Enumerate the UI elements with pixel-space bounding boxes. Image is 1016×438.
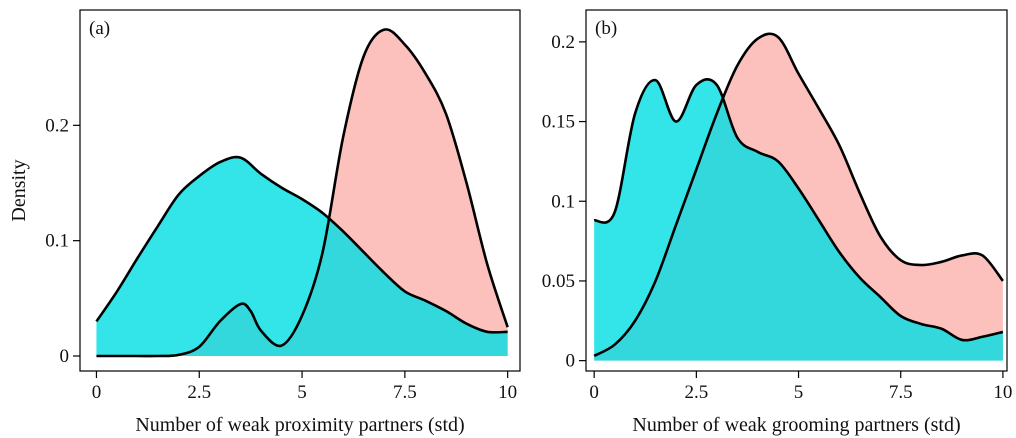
y-tick-label: 0: [566, 351, 576, 372]
x-tick-label: 5: [794, 382, 804, 403]
y-tick-label: 0: [60, 346, 70, 367]
series-line-pink: [593, 32, 1004, 358]
plot-frame: [79, 9, 521, 372]
panel-label: (a): [89, 18, 110, 39]
series-area-pink: [96, 29, 508, 357]
series-line-cyan: [95, 155, 508, 334]
y-tick-label: 0.1: [45, 231, 69, 252]
panel-a: 0 2.5 5 7.5 10 0 0.1 0.2 Number of weak proximit…: [8, 9, 521, 436]
x-axis-title: Number of weak proximity partners (std): [135, 414, 464, 436]
y-tick-label: 0.2: [45, 115, 69, 136]
plot-frame: [585, 9, 1008, 372]
x-tick-label: 2.5: [684, 382, 708, 403]
x-tick-label: 10: [993, 382, 1012, 403]
series-area-cyan: [594, 79, 1003, 361]
panel-label: (b): [595, 18, 617, 39]
x-tick-label: 7.5: [393, 382, 417, 403]
x-tick-label: 0: [92, 382, 102, 403]
x-tick-label: 0: [589, 382, 599, 403]
y-tick-label: 0.1: [551, 191, 575, 212]
y-axis-title: Density: [8, 159, 30, 221]
x-tick-label: 2.5: [187, 382, 211, 403]
x-tick-label: 10: [498, 382, 517, 403]
series-line-pink: [96, 28, 509, 358]
x-axis-title: Number of weak grooming partners (std): [632, 414, 960, 436]
y-tick-label: 0.15: [542, 112, 575, 133]
series-line-cyan: [593, 78, 1004, 342]
y-tick-label: 0.05: [542, 271, 575, 292]
x-tick-label: 5: [297, 382, 307, 403]
x-tick-label: 7.5: [889, 382, 913, 403]
y-tick-label: 0.2: [551, 32, 575, 53]
panel-b: 0 2.5 5 7.5 10 0 0.05 0.1 0.15 0.2 Number of weak …: [542, 9, 1012, 436]
series-area-cyan: [96, 157, 508, 357]
